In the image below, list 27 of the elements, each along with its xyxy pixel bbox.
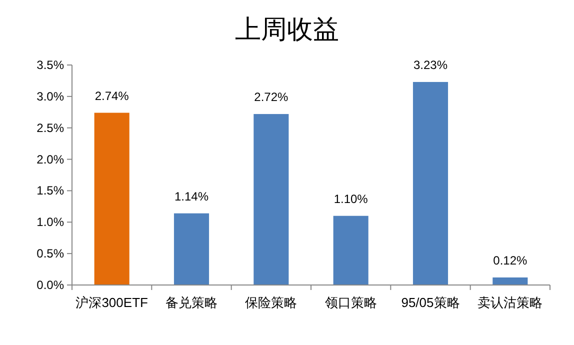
bar [333,216,368,285]
x-tick-label: 备兑策略 [166,295,218,310]
data-label: 1.10% [334,192,368,206]
x-tick-label: 领口策略 [324,295,377,310]
data-label: 0.12% [493,253,528,268]
y-tick-label: 0.0% [36,278,64,292]
y-tick-label: 3.0% [36,89,64,104]
y-tick-label: 2.0% [36,152,64,166]
y-tick-label: 2.5% [36,120,64,135]
data-label: 3.23% [413,58,448,72]
data-label: 1.14% [174,189,209,204]
x-tick-label: 卖认沽策略 [478,295,543,310]
y-tick-label: 1.0% [36,215,64,230]
x-tick-label: 95/05策略 [401,295,460,310]
bar [174,213,210,285]
y-tick-label: 3.5% [36,58,64,72]
data-label: 2.74% [94,88,130,103]
x-tick-label: 保险策略 [245,295,298,310]
bar [94,112,130,285]
y-tick-label: 1.5% [36,184,64,198]
bar [254,114,289,285]
bar [412,82,448,285]
chart-title: 上周收益 [235,15,339,44]
bar [492,277,528,285]
data-label: 2.72% [254,90,289,104]
y-tick-label: 0.5% [36,246,64,261]
x-tick-label: 沪深300ETF [76,295,148,310]
